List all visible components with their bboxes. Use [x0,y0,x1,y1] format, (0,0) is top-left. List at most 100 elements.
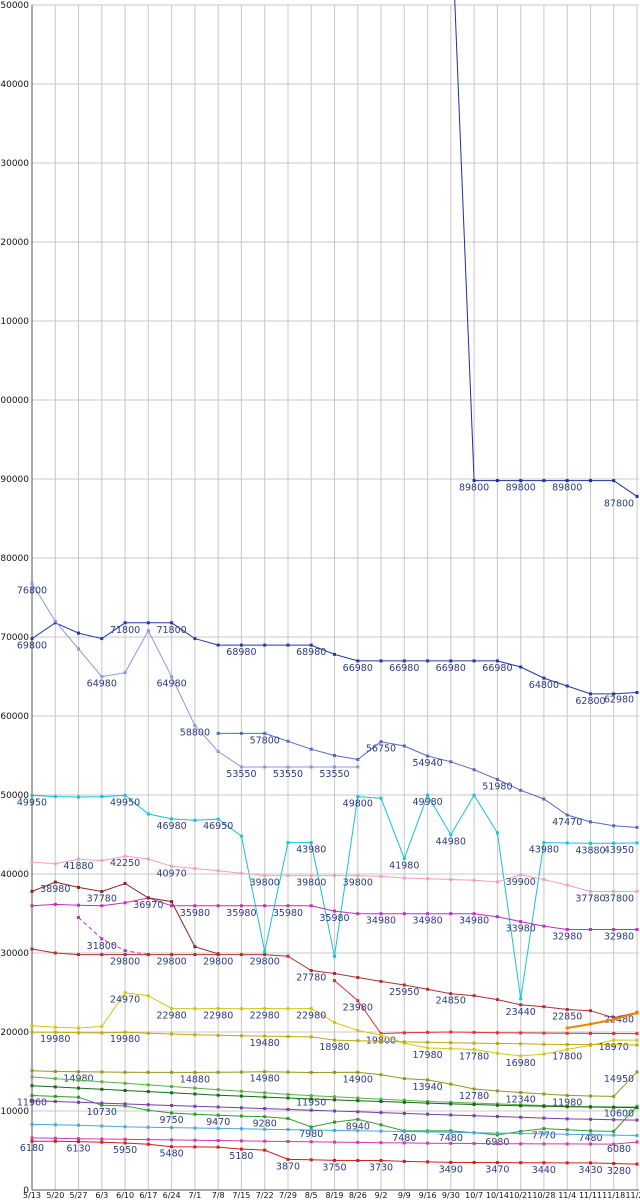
data-point [449,878,453,881]
data-label: 43950 [604,845,634,856]
data-point [589,1094,592,1098]
data-label: 33980 [506,924,536,935]
data-point [589,1022,592,1026]
data-point [356,1140,360,1144]
data-point [519,1003,523,1007]
data-point [146,621,150,625]
data-point [402,983,406,987]
y-tick-label: 50000 [0,791,29,801]
data-point [170,1091,174,1095]
data-point [565,1142,569,1146]
data-label: 37800 [604,893,634,904]
y-tick-label: 110000 [0,317,29,327]
data-point [589,1009,592,1013]
data-point [379,1123,383,1127]
data-point [239,1139,243,1143]
data-label: 56750 [366,744,396,755]
data-point [635,1038,639,1042]
data-point [146,1142,150,1146]
data-point [426,912,430,916]
data-point [123,901,127,905]
data-point [589,1142,592,1146]
data-label: 18970 [599,1042,629,1053]
data-point [565,928,569,931]
data-point [472,912,476,916]
y-tick-label: 0 [23,1186,29,1196]
data-point [170,621,174,625]
data-point [146,857,150,861]
data-point [426,1160,430,1164]
y-tick-label: 30000 [0,949,29,959]
data-point [402,856,406,860]
data-point [402,876,406,880]
data-label: 18980 [319,1042,349,1053]
data-point [519,1132,523,1135]
data-label: 29800 [203,957,233,968]
series-light-blue [30,1122,639,1137]
data-point [263,643,267,647]
series-slate-blue: 57800 56750 54940 51980 47470 [216,731,639,829]
data-point [263,1107,267,1111]
data-point [286,1092,290,1096]
data-point [612,824,616,828]
data-point [170,675,174,679]
data-point [426,1100,430,1103]
x-tick-label: 7/22 [256,1191,274,1200]
data-point [542,1142,546,1146]
data-point [77,903,80,907]
data-point [170,864,174,868]
data-point [565,1031,569,1035]
series-bottom-red: 6180 6130 5950 5480 5180 3870 3750 3730 3490 3470… [20,1139,639,1177]
data-point [53,1100,57,1103]
data-point [519,1091,523,1094]
x-tick-label: 10/28 [532,1191,555,1200]
data-point [263,1070,267,1074]
data-point [379,979,383,983]
data-label: 43880 [575,845,605,856]
data-point [612,1118,616,1122]
y-tick-label: 90000 [0,475,29,485]
data-label: 43980 [529,845,559,856]
data-point [53,1025,57,1029]
series-yellow: 24970 22980 22980 22980 22980 17980 17780 16980… [30,991,639,1069]
data-point [216,1070,220,1074]
data-point [216,953,220,957]
data-point [100,1025,104,1028]
data-label: 7980 [299,1129,323,1140]
data-point [612,1017,616,1021]
data-point [100,795,104,799]
data-point [30,1099,34,1103]
data-label: 51980 [482,781,512,792]
data-point [286,1117,290,1120]
data-point [426,1141,430,1145]
data-label: 23980 [343,1003,373,1014]
data-point [333,1070,336,1074]
data-point [53,902,57,906]
data-point [542,676,546,680]
data-point [449,1030,453,1034]
data-point [193,1112,197,1116]
x-tick-label: 7/29 [279,1191,297,1200]
data-point [519,1161,523,1165]
data-point [495,915,499,919]
data-point [239,834,243,838]
data-label: 5480 [160,1149,184,1160]
data-point [449,659,453,663]
data-point [356,1110,360,1114]
data-point [612,692,616,696]
data-point [495,777,499,781]
data-label: 19480 [250,1038,280,1049]
data-point [449,1102,453,1106]
data-label: 62800 [575,696,605,707]
x-tick-label: 8/26 [349,1191,367,1200]
data-point [123,882,127,885]
data-point [379,796,383,800]
data-point [402,1130,406,1133]
data-point [239,643,243,647]
data-point [146,1125,150,1129]
x-tick-label: 9/9 [398,1191,411,1200]
data-point [309,1125,313,1129]
data-point [426,1101,430,1105]
data-point [30,889,34,893]
x-tick-label: 9/2 [375,1191,388,1200]
